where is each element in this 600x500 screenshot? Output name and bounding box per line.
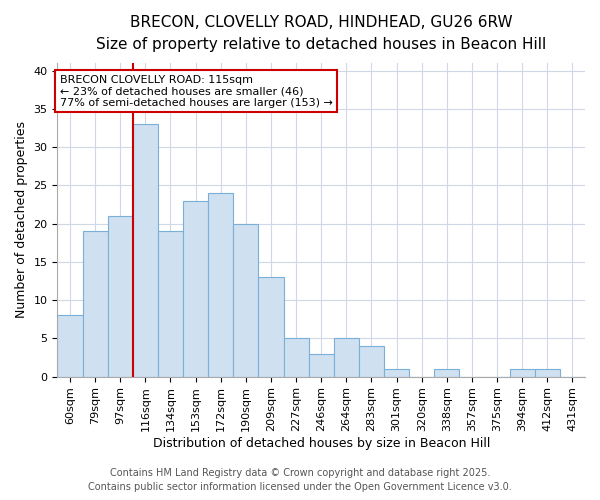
- Bar: [83, 232, 107, 376]
- Y-axis label: Number of detached properties: Number of detached properties: [15, 122, 28, 318]
- Bar: [308, 354, 334, 376]
- Bar: [233, 224, 259, 376]
- Bar: [359, 346, 384, 376]
- Bar: [384, 369, 409, 376]
- Text: Contains HM Land Registry data © Crown copyright and database right 2025.
Contai: Contains HM Land Registry data © Crown c…: [88, 468, 512, 492]
- Bar: [334, 338, 359, 376]
- Bar: [133, 124, 158, 376]
- Text: BRECON CLOVELLY ROAD: 115sqm
← 23% of detached houses are smaller (46)
77% of se: BRECON CLOVELLY ROAD: 115sqm ← 23% of de…: [60, 74, 333, 108]
- X-axis label: Distribution of detached houses by size in Beacon Hill: Distribution of detached houses by size …: [152, 437, 490, 450]
- Bar: [259, 277, 284, 376]
- Bar: [434, 369, 460, 376]
- Bar: [284, 338, 308, 376]
- Bar: [107, 216, 133, 376]
- Bar: [183, 200, 208, 376]
- Bar: [509, 369, 535, 376]
- Bar: [58, 316, 83, 376]
- Bar: [535, 369, 560, 376]
- Bar: [158, 232, 183, 376]
- Title: BRECON, CLOVELLY ROAD, HINDHEAD, GU26 6RW
Size of property relative to detached : BRECON, CLOVELLY ROAD, HINDHEAD, GU26 6R…: [96, 15, 547, 52]
- Bar: [208, 193, 233, 376]
